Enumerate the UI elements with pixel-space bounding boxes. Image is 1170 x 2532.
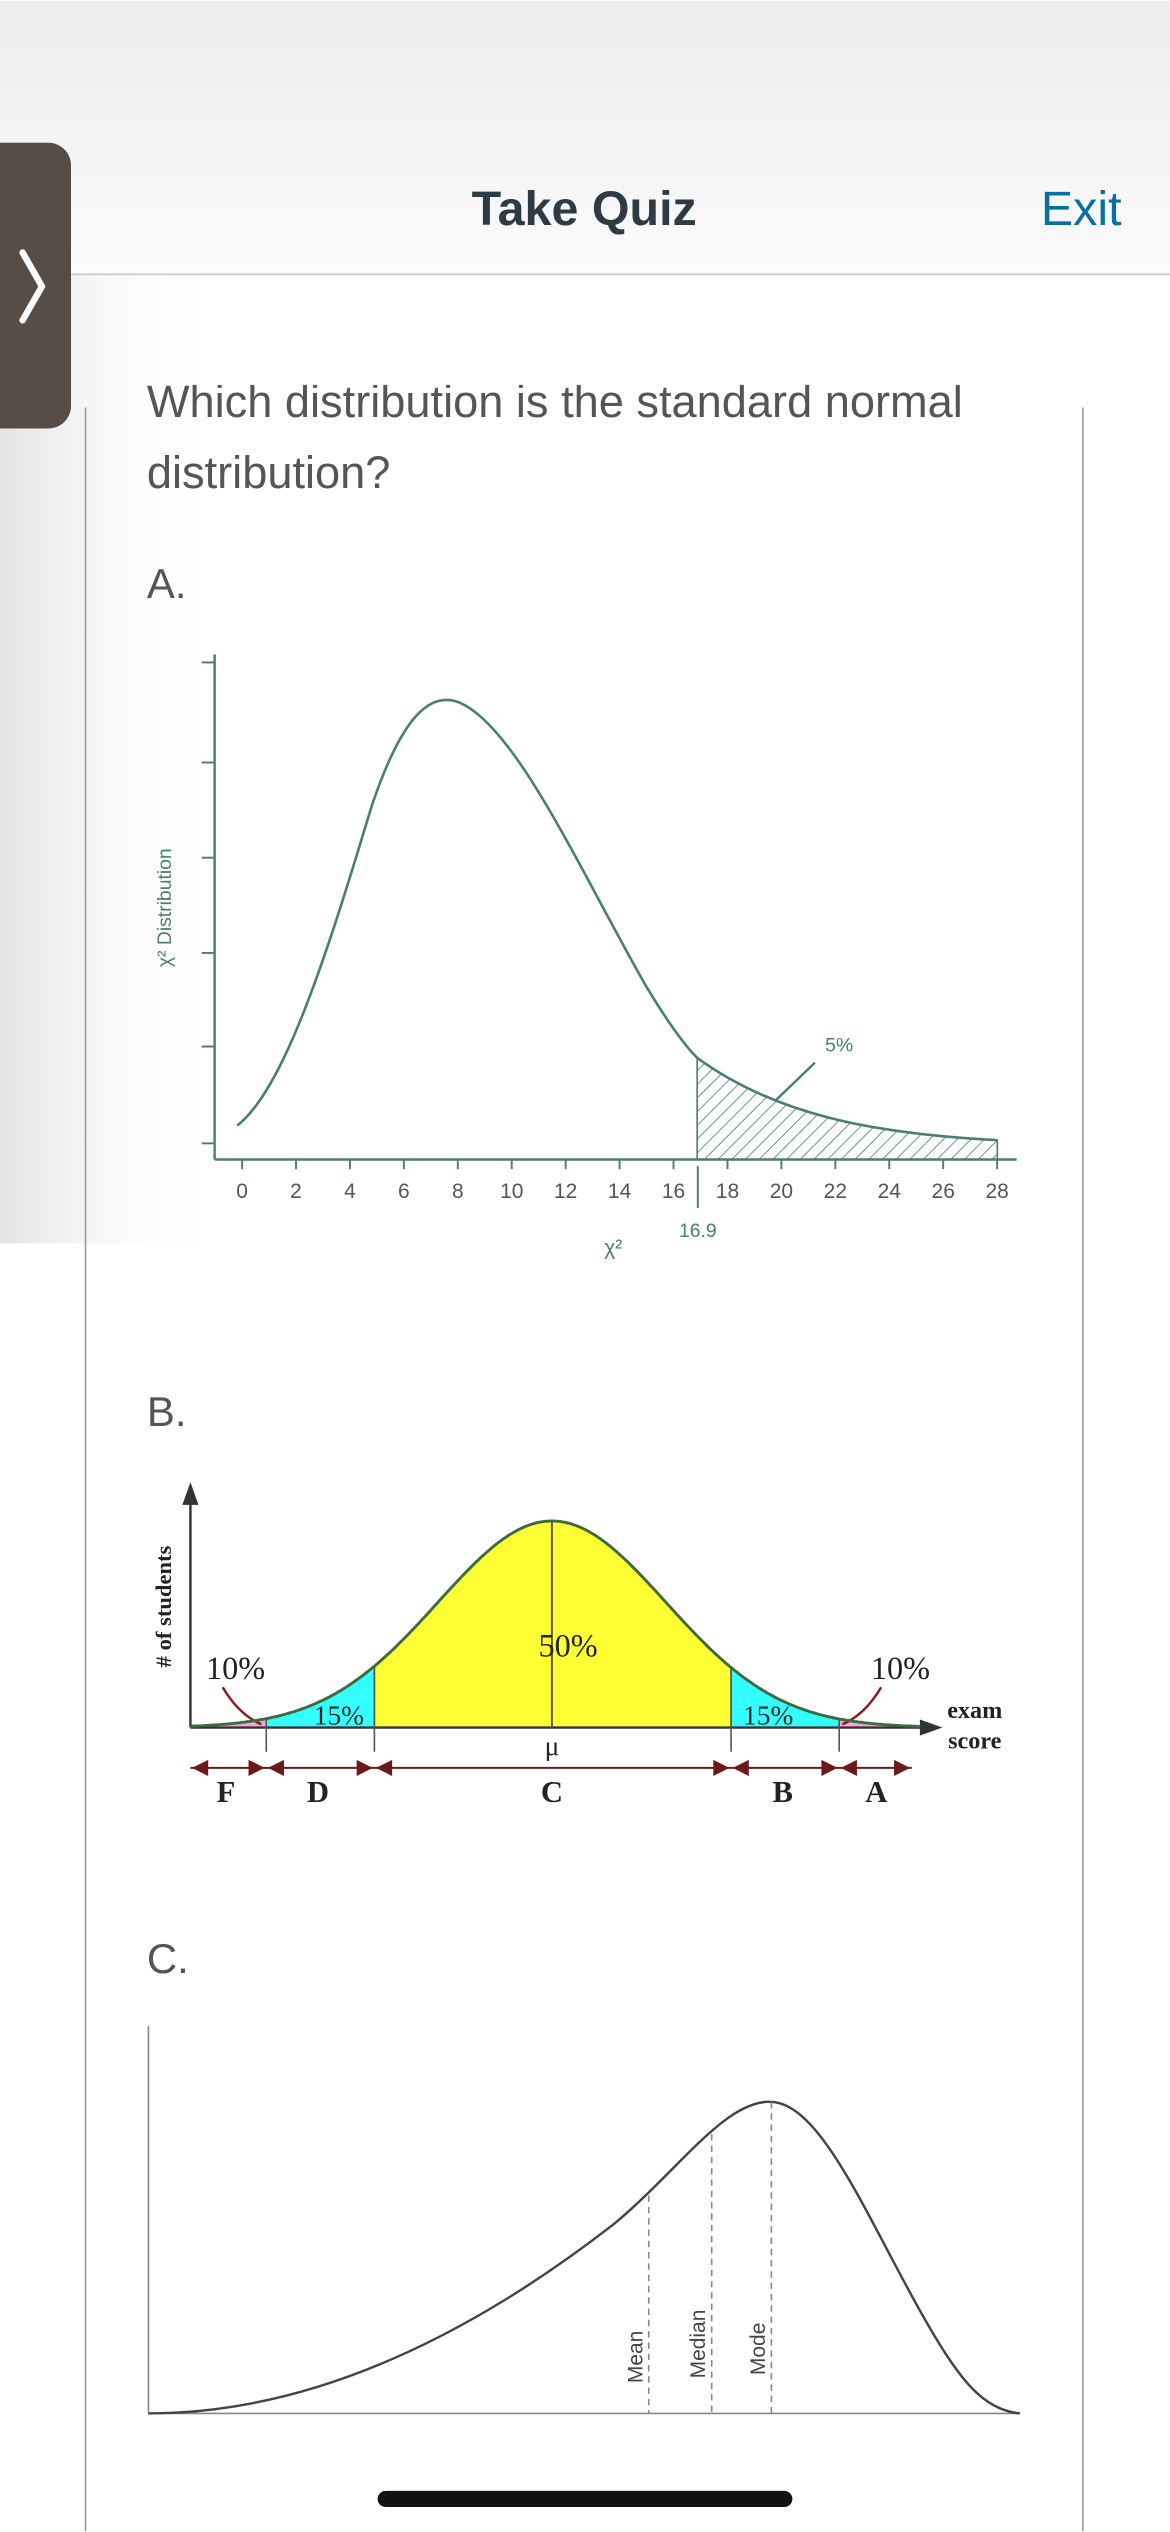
curve	[236, 698, 998, 1142]
option-label[interactable]: A.	[147, 560, 187, 607]
y-label: χ² Distribution	[154, 848, 176, 967]
region-label: 50%	[538, 1628, 597, 1664]
curve	[148, 2100, 1021, 2415]
option-label[interactable]: C.	[147, 1935, 189, 1982]
arrowhead	[267, 1759, 285, 1776]
x-tick-label: 20	[770, 1180, 793, 1203]
arrowhead	[376, 1759, 393, 1776]
arrowhead	[894, 1759, 911, 1776]
arrow	[182, 1482, 199, 1505]
x-tick-label: 2	[290, 1180, 302, 1203]
x-tick-label: 8	[452, 1180, 464, 1203]
x-label: score	[948, 1728, 1002, 1755]
curve	[190, 1519, 920, 1728]
region-label: 15%	[743, 1700, 793, 1730]
x-tick-label: 4	[344, 1180, 356, 1203]
arrowhead	[821, 1759, 838, 1776]
pointer	[221, 1686, 262, 1726]
arrowhead	[356, 1759, 373, 1776]
x-tick-label: 0	[236, 1180, 248, 1203]
figure-a: 5% χ² Distribution χ² 0 2 4 6 8 10 12 14 16 18 20 2…	[154, 654, 1017, 1260]
option-label[interactable]: B.	[147, 1388, 187, 1435]
measure-label: Mode	[747, 2323, 770, 2375]
grade-label: C	[541, 1775, 563, 1809]
x-tick-label: 10	[500, 1180, 523, 1203]
x-tick-label: 24	[878, 1180, 902, 1203]
y-ticks	[201, 661, 215, 1145]
x-tick-label: 14	[608, 1180, 632, 1203]
x-tick-label: 22	[824, 1180, 847, 1203]
shade	[0, 275, 226, 1244]
grade-label: A	[865, 1775, 887, 1809]
grade-label: B	[772, 1775, 792, 1809]
area-label: 5%	[825, 1034, 853, 1056]
y-label: # of students	[151, 1545, 176, 1667]
arrowhead	[713, 1759, 730, 1776]
x-tick-label: 6	[398, 1180, 410, 1203]
measure-label: Median	[687, 2310, 710, 2379]
x-tick-label: 16	[662, 1180, 685, 1203]
question-text: distribution?	[147, 447, 391, 498]
arrowhead	[192, 1759, 209, 1776]
marker-label: 16.9	[679, 1220, 717, 1242]
x-label: exam	[947, 1697, 1002, 1724]
header-title: Take Quiz	[472, 182, 697, 236]
question-text: Which distribution is the standard norma…	[147, 376, 963, 427]
x-tick-label: 28	[985, 1180, 1008, 1203]
center-label: μ	[545, 1731, 560, 1761]
figure-c: Mean Median Mode	[147, 2026, 1021, 2415]
arrowhead	[248, 1759, 265, 1776]
region-label: 10%	[871, 1650, 930, 1686]
grade-label: F	[217, 1775, 236, 1809]
measure-lines	[647, 2101, 773, 2414]
x-tick-label: 18	[716, 1180, 739, 1203]
grade-label: D	[307, 1775, 329, 1809]
measure-label: Mean	[624, 2331, 647, 2383]
arrowhead	[732, 1759, 749, 1776]
side-tab[interactable]	[0, 142, 72, 429]
x-tick-label: 26	[932, 1180, 955, 1203]
exit-button[interactable]: Exit	[1041, 182, 1122, 236]
region-label: 15%	[314, 1700, 364, 1730]
region-label: 10%	[206, 1650, 265, 1686]
arrow	[919, 1719, 943, 1736]
home-indicator	[377, 2490, 793, 2508]
pointer	[841, 1686, 883, 1726]
x-label: χ²	[604, 1237, 622, 1260]
x-tick-label: 12	[554, 1180, 577, 1203]
pointer	[773, 1061, 816, 1103]
content: Which distribution is the standard norma…	[84, 376, 1084, 2532]
arrowhead	[840, 1759, 857, 1776]
header-bar	[0, 0, 1170, 274]
figure-b: # of students exam score μ 10% 15% 50% 15% 1…	[151, 1482, 1002, 1809]
